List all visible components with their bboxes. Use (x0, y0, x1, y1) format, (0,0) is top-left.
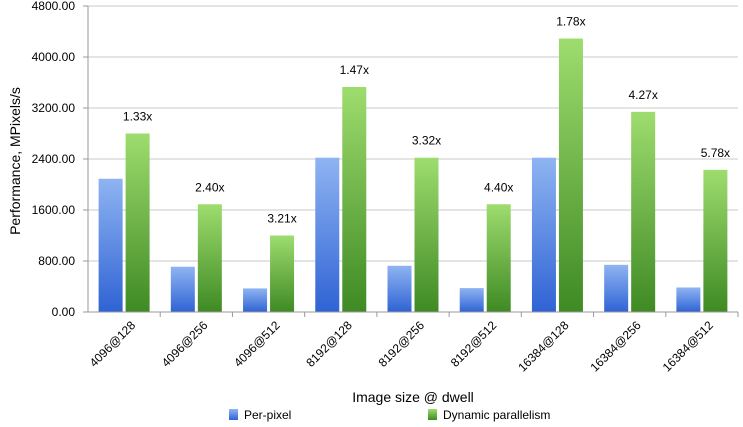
bar-per-pixel (315, 157, 340, 312)
bar-dynamic-parallelism (486, 204, 511, 312)
bar-per-pixel (459, 288, 484, 312)
speedup-label: 4.40x (484, 180, 513, 194)
legend-label-per-pixel: Per-pixel (244, 408, 291, 422)
x-tick-label: 8192@512 (448, 318, 500, 370)
x-tick-label: 16384@512 (660, 318, 716, 374)
bar-per-pixel (531, 157, 556, 312)
speedup-label: 1.47x (340, 63, 369, 77)
bar-dynamic-parallelism (703, 169, 728, 312)
x-tick-label: 4096@128 (87, 318, 139, 370)
gridlines (88, 5, 738, 313)
bar-dynamic-parallelism (342, 86, 367, 313)
bar-dynamic-parallelism (414, 157, 439, 312)
x-tick-label: 16384@256 (588, 318, 644, 374)
bar-per-pixel (98, 178, 123, 312)
x-tick-label: 8192@128 (303, 318, 355, 370)
x-tick-label: 4096@256 (159, 318, 211, 370)
speedup-label: 2.40x (195, 180, 224, 194)
y-tick-label: 800.00 (38, 254, 75, 268)
bar-per-pixel (243, 288, 268, 312)
x-tick-label: 8192@256 (376, 318, 428, 370)
speedup-label: 3.21x (267, 212, 296, 226)
bar-dynamic-parallelism (270, 235, 295, 312)
bar-dynamic-parallelism (197, 204, 222, 312)
y-tick-label: 4800.00 (32, 0, 76, 13)
y-tick-label: 0.00 (52, 305, 76, 319)
speedup-label: 3.32x (412, 134, 441, 148)
y-axis-title: Performance, MPixels/s (7, 87, 23, 235)
bars (98, 38, 728, 313)
x-tick-label: 4096@512 (231, 318, 283, 370)
x-axis-title: Image size @ dwell (352, 389, 474, 405)
bar-per-pixel (676, 287, 701, 312)
legend-swatch-per-pixel (229, 409, 238, 420)
legend-swatch-dynamic-parallelism (428, 409, 437, 420)
data-labels: 1.33x 2.40x 3.21x 1.47x 3.32x 4.40x 1.78x 4.27x… (123, 15, 730, 226)
bar-dynamic-parallelism (631, 111, 656, 312)
speedup-label: 1.78x (556, 15, 585, 29)
bar-dynamic-parallelism (558, 38, 583, 312)
speedup-label: 1.33x (123, 110, 152, 124)
bar-per-pixel (387, 265, 412, 312)
legend: Per-pixel Dynamic parallelism (229, 408, 550, 422)
speedup-label: 5.78x (701, 146, 730, 160)
y-tick-label: 4000.00 (32, 50, 76, 64)
y-tick-label: 1600.00 (32, 203, 76, 217)
bar-per-pixel (170, 266, 195, 312)
speedup-label: 4.27x (628, 88, 657, 102)
x-tick-label: 16384@128 (515, 318, 571, 374)
y-tick-label: 2400.00 (32, 152, 76, 166)
bar-dynamic-parallelism (125, 133, 150, 312)
y-tick-label: 3200.00 (32, 101, 76, 115)
legend-label-dynamic-parallelism: Dynamic parallelism (443, 408, 550, 422)
bar-per-pixel (604, 264, 629, 312)
